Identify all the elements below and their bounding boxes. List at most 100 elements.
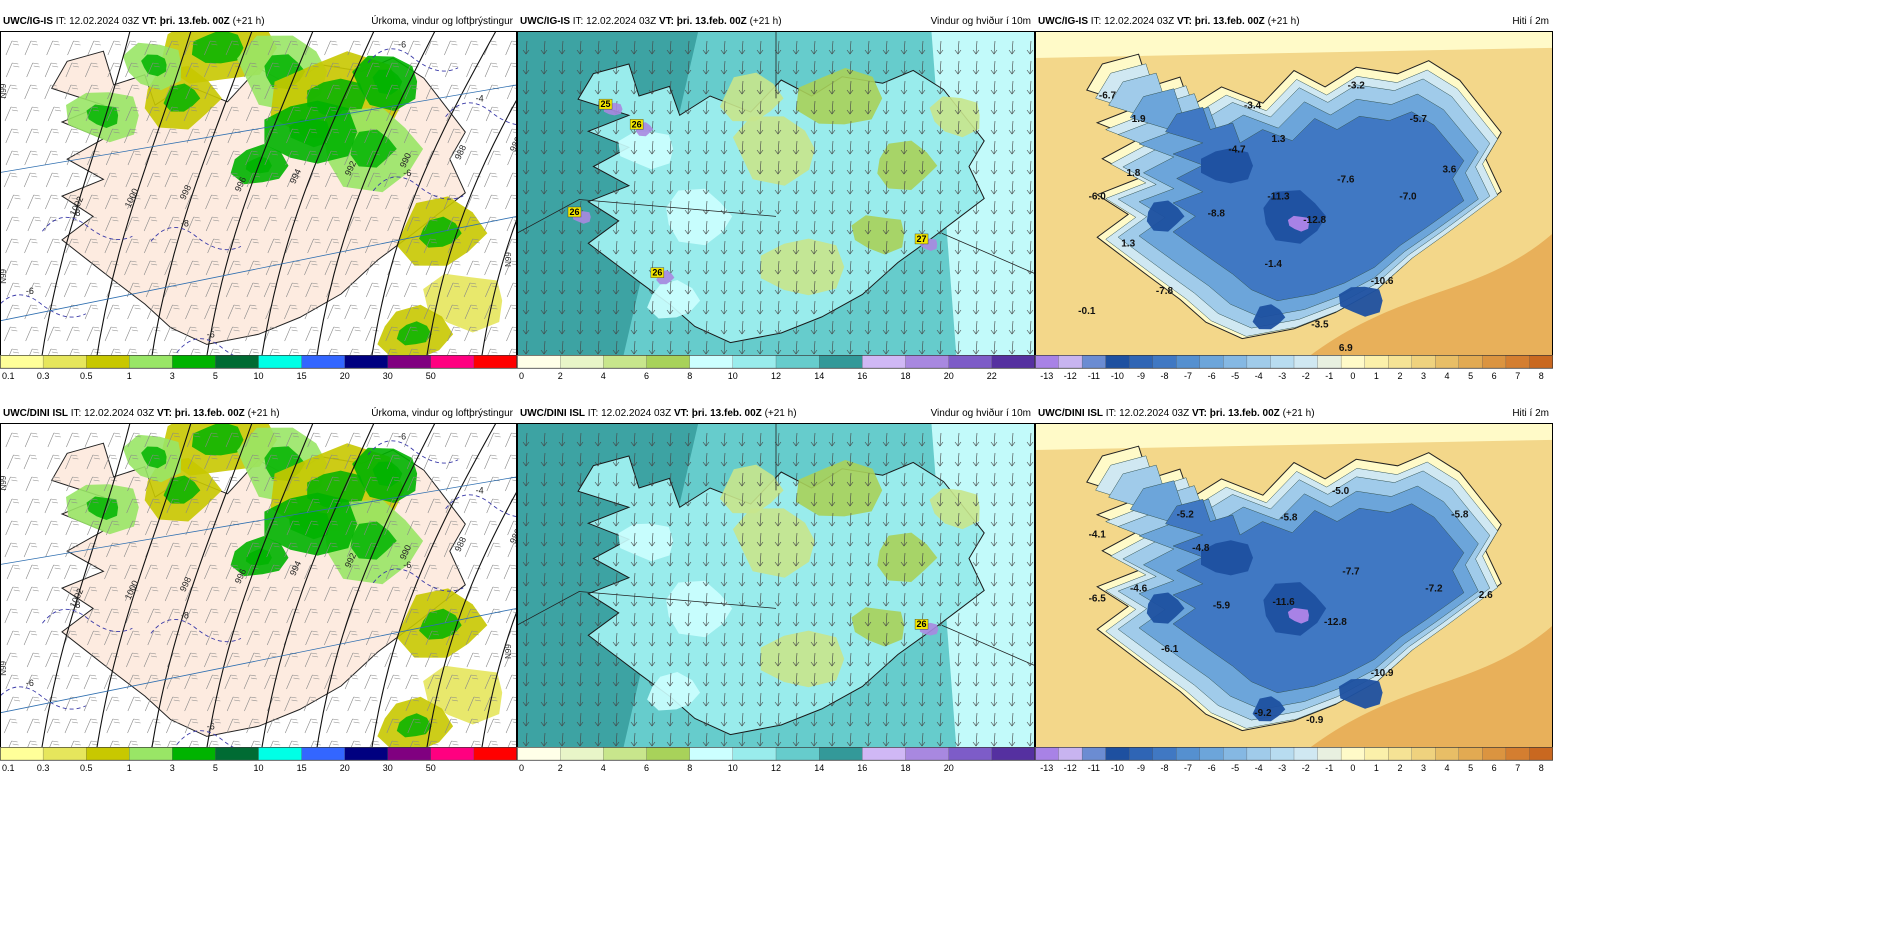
wind-arrow — [1008, 672, 1016, 687]
wind-arrow — [774, 220, 782, 235]
wind-barb — [23, 454, 38, 470]
wind-barb — [324, 542, 338, 558]
wind-arrow — [810, 220, 818, 235]
wind-barb — [305, 326, 319, 342]
wind-barb — [305, 106, 319, 122]
colorbar-tick-label: 15 — [297, 763, 307, 773]
wind-arrow — [630, 300, 638, 315]
wind-arrow — [540, 492, 548, 507]
wind-barb — [366, 564, 380, 580]
colorbar-segment — [991, 355, 1035, 369]
wind-barb — [484, 62, 499, 78]
wind-arrow — [1008, 712, 1016, 727]
colorbar-tick-label: -6 — [1208, 763, 1216, 773]
wind-arrow — [900, 80, 908, 95]
wind-arrow — [900, 532, 908, 547]
colorbar-tick-label: 3 — [1421, 763, 1426, 773]
colorbar-tick-label: 30 — [383, 763, 393, 773]
wind-arrow — [792, 632, 800, 647]
isotherm — [42, 609, 133, 632]
wind-arrow — [648, 300, 656, 315]
wind-arrow — [972, 320, 980, 335]
colorbar-tick-label: 18 — [900, 763, 910, 773]
wind-barb — [66, 150, 81, 166]
wind-barb — [346, 172, 360, 188]
wind-arrow — [738, 80, 746, 95]
temperature-label: 3.6 — [1442, 165, 1456, 176]
temp-area — [1252, 696, 1286, 722]
wind-barb — [447, 128, 461, 144]
wind-arrow — [864, 260, 872, 275]
wind-arrow — [864, 712, 872, 727]
wind-arrow — [900, 712, 908, 727]
wind-arrow — [540, 512, 548, 527]
wind-arrow — [756, 532, 764, 547]
wind-arrow — [828, 652, 836, 667]
wind-barb — [285, 216, 299, 232]
wind-arrow — [846, 492, 854, 507]
wind-barb — [25, 608, 40, 624]
wind-arrow — [972, 340, 980, 355]
wind-barb — [25, 260, 39, 276]
wind-arrow — [612, 672, 620, 687]
colorbar-segment — [560, 747, 605, 761]
wind-barb — [4, 608, 18, 624]
wind-arrow — [522, 140, 530, 155]
wind-arrow — [792, 492, 800, 507]
wind-arrow — [846, 432, 854, 447]
wind-barb — [386, 432, 400, 448]
wind-barb — [146, 498, 161, 514]
wind-barb — [444, 40, 458, 56]
wind-arrow — [648, 552, 656, 567]
colorbar-tick-label: 0 — [1350, 371, 1355, 381]
wind-arrow — [792, 612, 800, 627]
wind-arrow — [648, 180, 656, 195]
colorbar-segment — [1388, 747, 1413, 761]
wind-arrow — [648, 632, 656, 647]
colorbar-segment — [646, 355, 691, 369]
wind-arrow — [1026, 492, 1034, 507]
wind-arrow — [774, 340, 782, 355]
colorbar-segment — [1152, 355, 1177, 369]
wind-barb — [205, 630, 220, 646]
wind-arrow — [558, 260, 566, 275]
wind-arrow — [702, 552, 710, 567]
wind-arrow — [954, 40, 962, 55]
wind-barb — [86, 608, 101, 624]
wind-barb — [324, 520, 338, 536]
wind-arrow — [810, 632, 818, 647]
isobar — [204, 422, 314, 761]
product-name: Úrkoma, vindur og loftþrýstingur — [371, 16, 513, 27]
wind-arrow — [792, 40, 800, 55]
region-boundary — [517, 199, 777, 234]
model-name: UWC/DINI ISL — [1038, 408, 1103, 419]
wind-arrow — [936, 712, 944, 727]
colorbar-segment — [517, 355, 561, 369]
wind-barb — [207, 238, 221, 254]
wind-arrow — [558, 240, 566, 255]
colorbar-segment — [301, 355, 346, 369]
wind-arrow — [900, 120, 908, 135]
wind-barb — [123, 40, 138, 56]
wind-arrow — [720, 140, 728, 155]
issue-time-label: IT: — [55, 16, 67, 27]
wind-arrow — [630, 432, 638, 447]
wind-arrow — [540, 632, 548, 647]
wind-barb — [344, 304, 358, 320]
isotherm — [367, 48, 459, 72]
wind-arrow — [810, 512, 818, 527]
wind-barb — [404, 84, 419, 100]
wind-barb — [406, 216, 421, 232]
temp-map-panel: UWC/DINI ISL IT: 12.02.2024 03Z VT: þri.… — [1035, 405, 1553, 774]
wind-arrow — [972, 60, 980, 75]
wind-barb — [85, 498, 99, 514]
temperature-label: -3.5 — [1311, 320, 1329, 331]
wind-arrow — [828, 200, 836, 215]
wind-arrow — [720, 260, 728, 275]
colorbar-tick-label: 22 — [987, 371, 997, 381]
wind-barb — [326, 718, 340, 734]
wind-arrow — [864, 572, 872, 587]
wind-barb — [464, 326, 478, 342]
isotherm — [150, 619, 242, 643]
wind-arrow — [900, 552, 908, 567]
